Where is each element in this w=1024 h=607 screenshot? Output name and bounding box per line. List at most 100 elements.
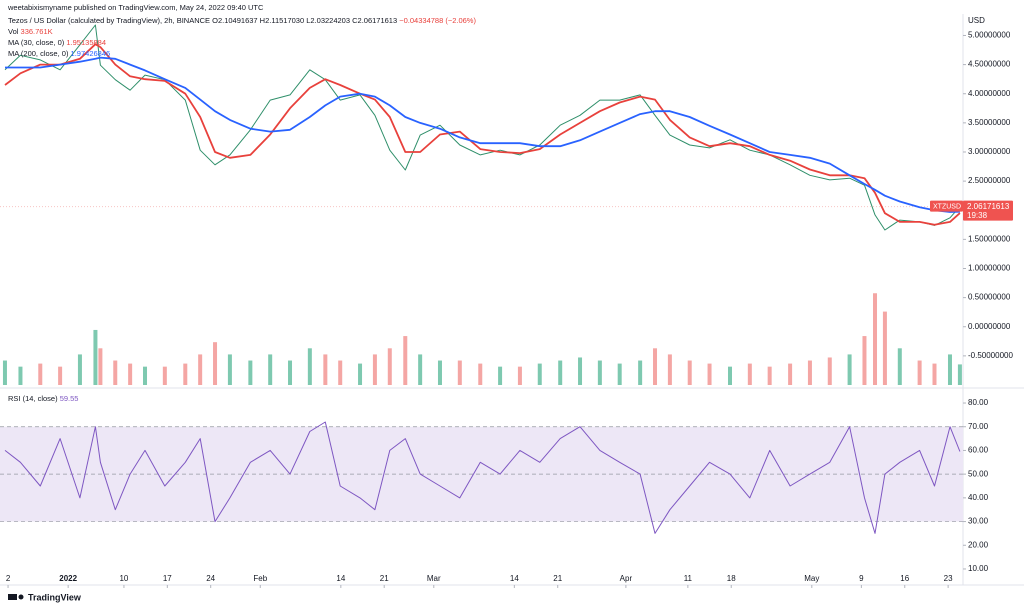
rsi-line: [4, 421, 961, 534]
volume-bar: [248, 360, 253, 385]
tv-logo: [8, 594, 24, 600]
y-tick-label: 70.00: [968, 422, 989, 431]
volume-bar: [947, 354, 952, 385]
volume-bar: [77, 354, 82, 385]
volume-bar: [767, 366, 772, 385]
y-tick-label: 3.00000000: [968, 147, 1011, 156]
y-tick-label: 3.50000000: [968, 118, 1011, 127]
volume-bar: [847, 354, 852, 385]
volume-bar: [338, 360, 343, 385]
volume-bar: [403, 336, 408, 385]
legend-main: Tezos / US Dollar (calculated by Trading…: [8, 16, 476, 25]
x-tick-label: 2: [6, 574, 11, 583]
volume-bar: [558, 360, 563, 385]
volume-bar: [38, 363, 43, 385]
y-tick-label: 1.00000000: [968, 264, 1011, 273]
volume-bar: [307, 348, 312, 385]
ohlc: O2.10491637 H2.11517030 L2.03224203 C2.0…: [212, 16, 398, 25]
symbol-title: Tezos / US Dollar (calculated by Trading…: [8, 16, 211, 25]
y-tick-label: 2.50000000: [968, 176, 1011, 185]
volume-bar: [457, 360, 462, 385]
x-tick-label: 9: [859, 574, 864, 583]
volume-bar: [897, 348, 902, 385]
legend-ma30: MA (30, close, 0) 1.95135884: [8, 38, 106, 47]
ma-name: MA (30, close, 0): [8, 38, 65, 47]
volume-name: Vol: [8, 27, 19, 36]
volume-value: 336.761K: [20, 27, 53, 36]
x-tick-label: 17: [163, 574, 172, 583]
x-tick-label: 11: [684, 574, 693, 583]
volume-bar: [198, 354, 203, 385]
price-tag-time: 19:38: [967, 211, 988, 220]
volume-bar: [372, 354, 377, 385]
volume-bar: [687, 360, 692, 385]
x-tick-label: Apr: [620, 574, 633, 583]
x-tick-label: 10: [119, 574, 128, 583]
volume-bar: [162, 366, 167, 385]
volume-bar: [227, 354, 232, 385]
volume-bar: [183, 363, 188, 385]
x-tick-label: 2022: [59, 574, 77, 583]
y-tick-label: -0.50000000: [968, 351, 1013, 360]
volume-bar: [93, 329, 98, 385]
volume-bar: [437, 360, 442, 385]
legend-rsi: RSI (14, close) 59.55: [8, 394, 78, 403]
symbol-tag: [930, 200, 963, 212]
moving-average: [5, 56, 960, 213]
volume-bar: [288, 360, 293, 385]
x-tick-label: 14: [336, 574, 345, 583]
footer-brand: TradingView: [28, 592, 82, 602]
rsi-value: 59.55: [59, 394, 79, 403]
volume-bar: [517, 366, 522, 385]
volume-bar: [638, 360, 643, 385]
volume-bar: [597, 360, 602, 385]
x-tick-label: 24: [206, 574, 215, 583]
x-tick-label: 18: [727, 574, 736, 583]
volume-bar: [727, 366, 732, 385]
y-axis-title: USD: [968, 16, 985, 25]
volume-bar: [578, 357, 583, 385]
volume-bar: [873, 293, 878, 385]
y-tick-label: 0.50000000: [968, 293, 1011, 302]
y-tick-label: 5.00000000: [968, 31, 1011, 40]
y-tick-label: 30.00: [968, 517, 989, 526]
volume-bar: [747, 363, 752, 385]
legend-volume: Vol 336.761K: [8, 27, 53, 36]
y-tick-label: 50.00: [968, 469, 989, 478]
y-tick-label: 20.00: [968, 540, 989, 549]
symbol-tag-label: XTZUSD: [933, 203, 961, 210]
y-tick-label: 10.00: [968, 564, 989, 573]
volume-bar: [537, 363, 542, 385]
ma-value: 1.95135884: [66, 38, 106, 47]
volume-bar: [788, 363, 793, 385]
publisher: weetabixismyname published on TradingVie…: [8, 3, 264, 12]
x-tick-label: 21: [553, 574, 562, 583]
y-tick-label: 4.50000000: [968, 60, 1011, 69]
volume-bar: [418, 354, 423, 385]
volume-bar: [667, 354, 672, 385]
rsi-band: [0, 426, 963, 522]
volume-bar: [807, 360, 812, 385]
legend-ma200: MA (200, close, 0) 1.97426846: [8, 49, 110, 58]
y-tick-label: 80.00: [968, 398, 989, 407]
change: −0.04334788 (−2.06%): [399, 16, 476, 25]
volume-bar: [323, 354, 328, 385]
y-tick-label: 40.00: [968, 493, 989, 502]
volume-bar: [128, 363, 133, 385]
x-tick-label: 14: [510, 574, 519, 583]
y-tick-label: 60.00: [968, 446, 989, 455]
volume-bar: [862, 336, 867, 385]
volume-bar: [18, 366, 23, 385]
volume-bar: [478, 363, 483, 385]
price-line: [4, 24, 961, 231]
price-tag-label: 2.06171613: [967, 202, 1010, 211]
volume-bar: [882, 311, 887, 385]
x-tick-label: May: [804, 574, 819, 583]
x-tick-label: Mar: [427, 574, 441, 583]
volume-bar: [917, 360, 922, 385]
volume-bar: [498, 366, 503, 385]
x-tick-label: 23: [944, 574, 953, 583]
volume-bar: [387, 348, 392, 385]
volume-bar: [827, 357, 832, 385]
volume-bar: [2, 360, 7, 385]
